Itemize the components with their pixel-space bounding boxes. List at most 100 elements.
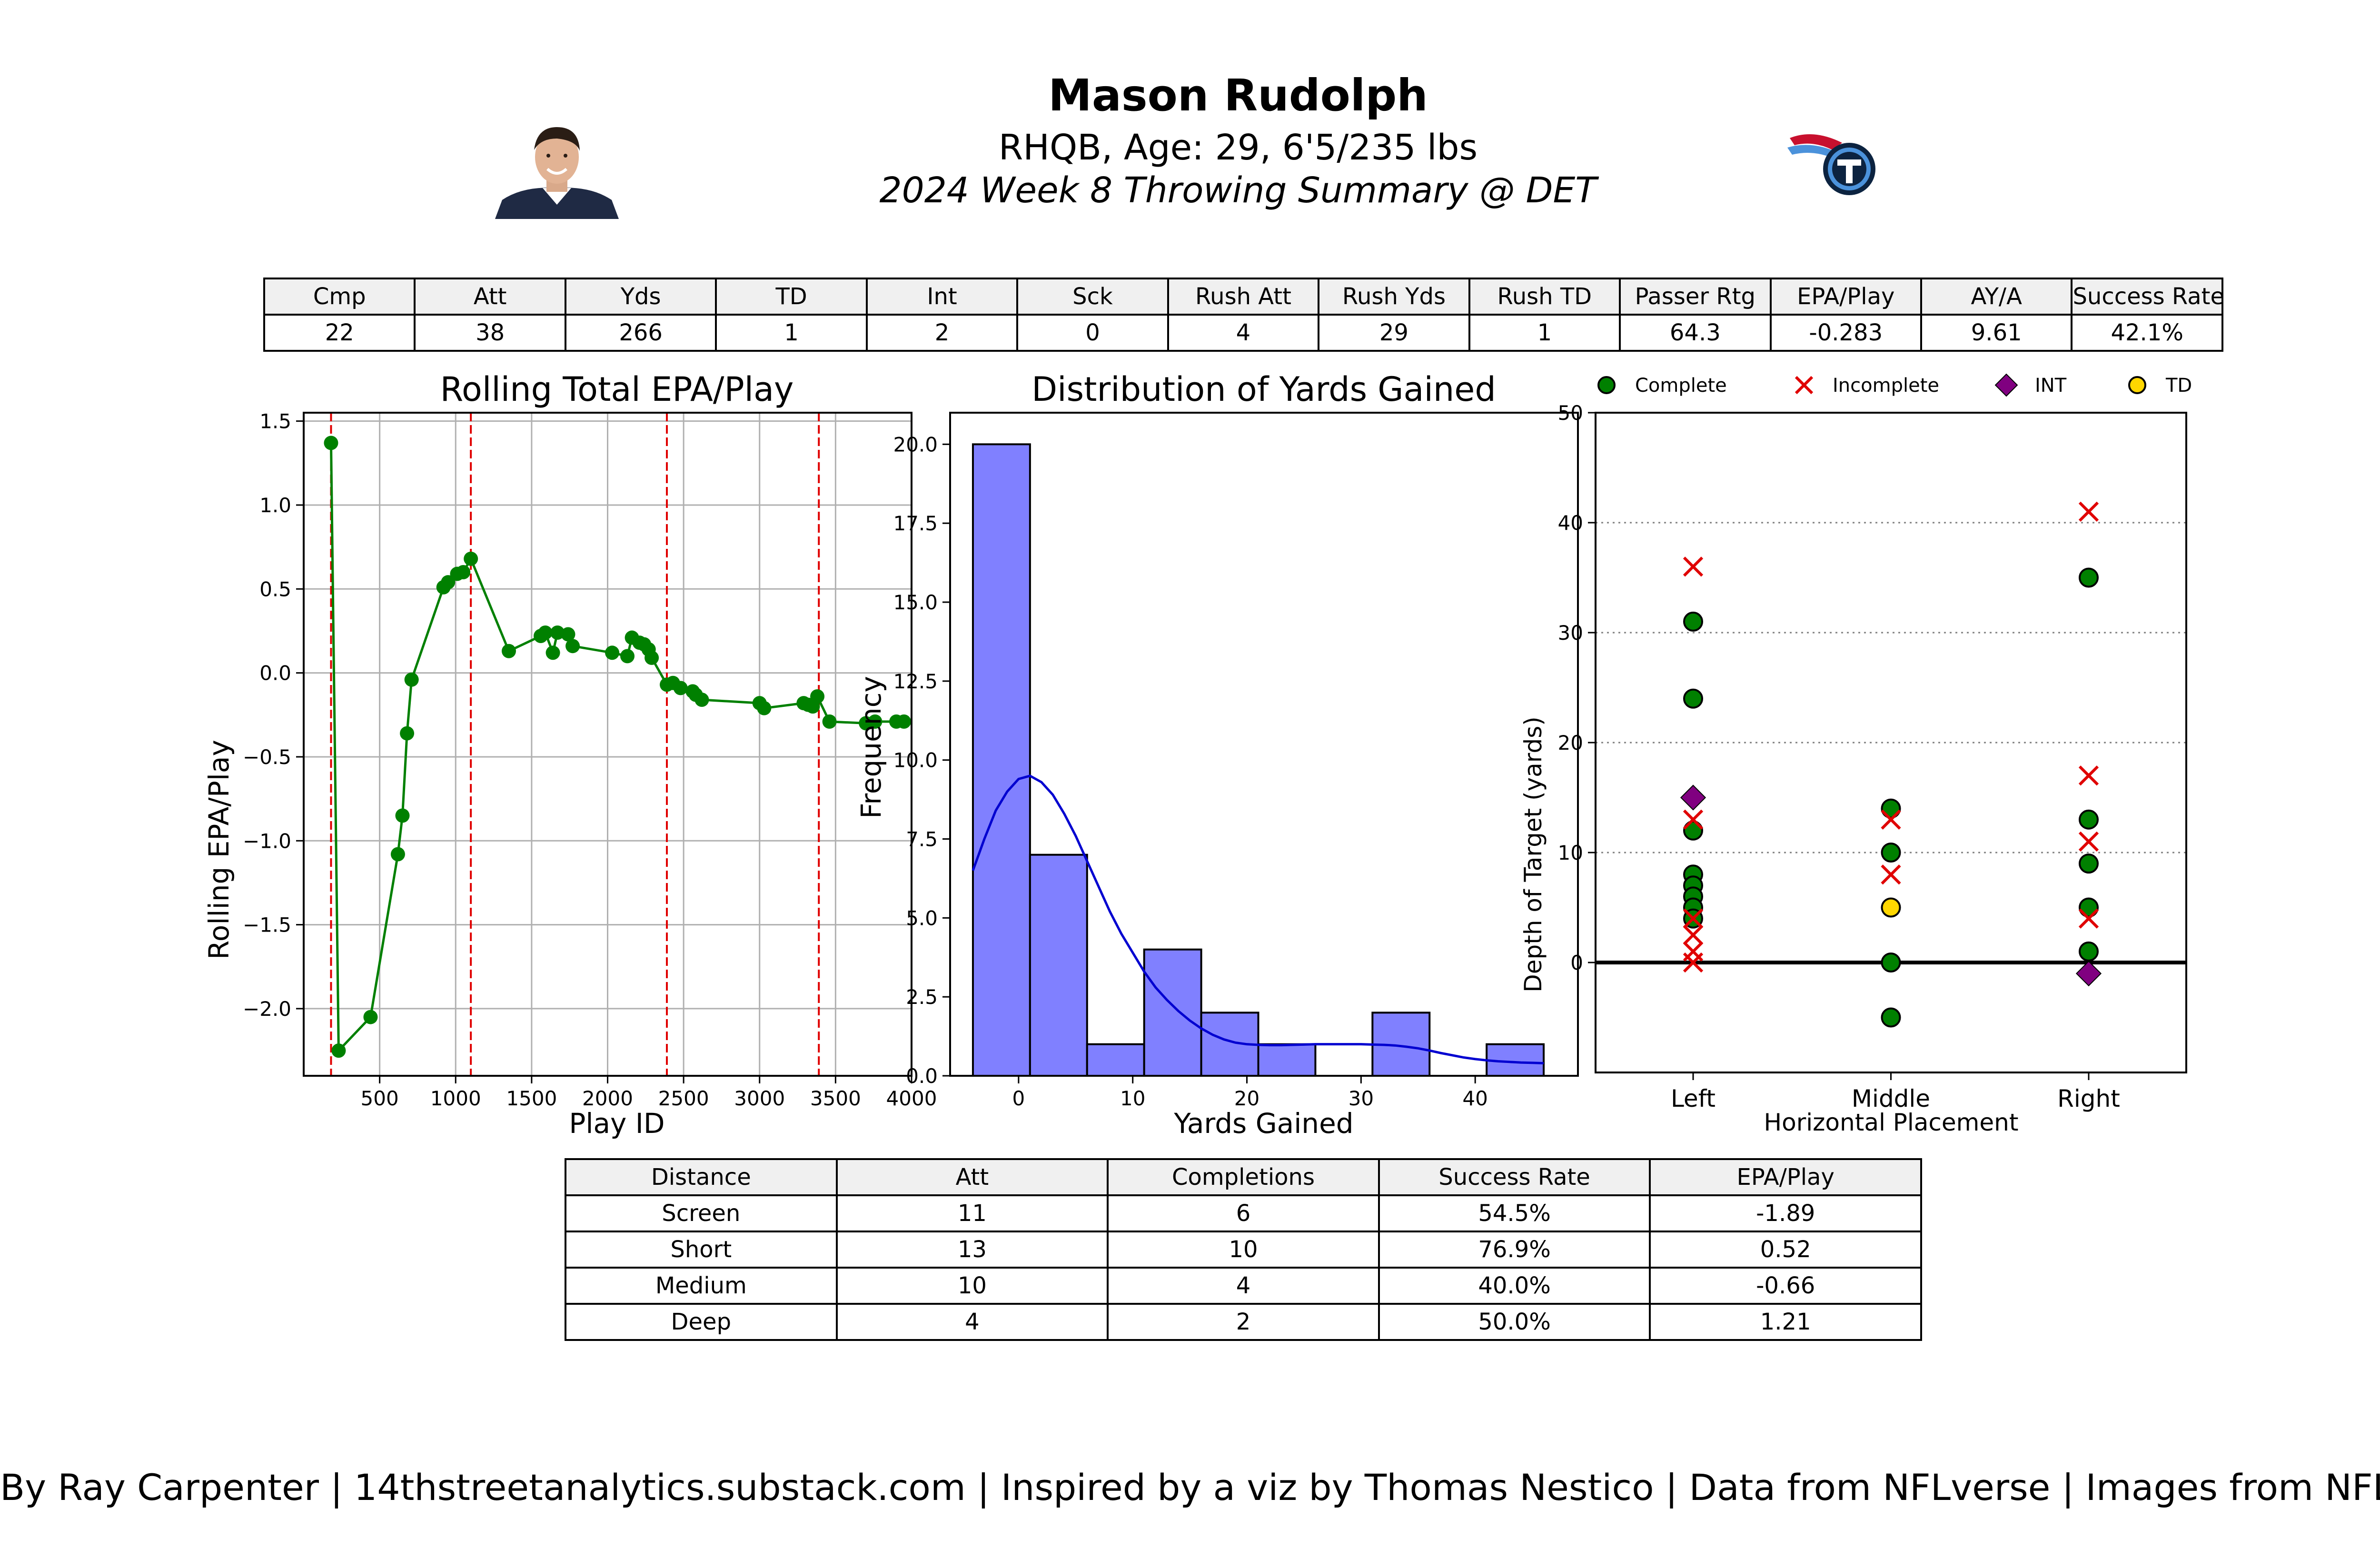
y-tick-label: 20 — [1558, 731, 1583, 754]
table-cell: Deep — [565, 1303, 838, 1341]
data-point — [2078, 908, 2099, 929]
table-cell: 13 — [835, 1231, 1109, 1269]
distance-breakdown-table: Distance Att Completions Success Rate EPA/Pl… — [565, 1158, 1922, 1341]
data-point — [897, 714, 912, 729]
distance-column-header: Att — [835, 1158, 1109, 1196]
x-tick-label: 2500 — [658, 1087, 709, 1110]
data-point — [2079, 941, 2099, 962]
stat-value: 9.61 — [1920, 314, 2073, 352]
stat-value: 64.3 — [1619, 314, 1772, 352]
table-cell: 4 — [835, 1303, 1109, 1341]
footer-credits: By Ray Carpenter | 14thstreetanalytics.s… — [0, 1466, 2380, 1508]
distance-column-header: EPA/Play — [1649, 1158, 1922, 1196]
table-row: Medium 10 4 40.0% -0.66 — [565, 1267, 1922, 1305]
data-point — [2079, 567, 2099, 588]
x-tick-label: Left — [1671, 1085, 1716, 1112]
x-tick-label: 30 — [1349, 1087, 1374, 1110]
x-tick-label: 20 — [1234, 1087, 1259, 1110]
data-point — [620, 649, 635, 664]
data-point — [673, 681, 688, 695]
y-tick-label: 0.5 — [259, 577, 291, 601]
legend-marker — [2128, 376, 2146, 394]
stat-value: 42.1% — [2071, 314, 2223, 352]
y-tick-label: 15.0 — [893, 591, 938, 614]
legend-marker — [1795, 376, 1814, 395]
y-tick-label: 2.5 — [906, 985, 938, 1009]
data-point — [2079, 809, 2099, 830]
data-point — [1680, 784, 1706, 811]
data-point — [1683, 556, 1704, 577]
data-point — [645, 650, 659, 665]
y-axis-label: Frequency — [855, 676, 887, 819]
data-point — [538, 625, 553, 640]
table-row: Screen 11 6 54.5% -1.89 — [565, 1194, 1922, 1232]
table-cell: 6 — [1107, 1194, 1380, 1232]
data-point — [2078, 831, 2099, 852]
data-point — [2078, 765, 2099, 786]
y-tick-label: 1.0 — [259, 494, 291, 517]
data-point — [1683, 809, 1704, 830]
y-tick-label: −2.0 — [243, 997, 291, 1021]
data-point — [404, 672, 419, 687]
table-cell: 1.21 — [1649, 1303, 1922, 1341]
table-cell: 0.52 — [1649, 1231, 1922, 1269]
target-depth-chart: Horizontal Placement Depth of Target (ya… — [1519, 373, 2192, 1136]
stat-value: 2 — [865, 314, 1019, 352]
stat-header: Cmp — [263, 278, 416, 316]
legend-label: Incomplete — [1833, 375, 1939, 397]
data-point — [810, 689, 825, 704]
stat-header: Att — [414, 278, 566, 316]
team-logo-image — [1787, 134, 1875, 195]
stat-header: Success Rate — [2071, 278, 2223, 316]
stat-value: -0.283 — [1769, 314, 1922, 352]
stat-header: Int — [865, 278, 1019, 316]
data-point — [757, 701, 772, 715]
kde-curve — [972, 774, 1544, 1064]
table-row: Deep 4 2 50.0% 1.21 — [565, 1303, 1922, 1341]
data-point — [1881, 1007, 1901, 1028]
y-tick-label: 20.0 — [893, 433, 938, 456]
table-cell: 4 — [1107, 1267, 1380, 1305]
data-point — [1881, 843, 1901, 863]
data-point — [550, 625, 565, 640]
y-tick-label: −0.5 — [243, 745, 291, 769]
stat-value: 0 — [1016, 314, 1169, 352]
x-tick-label: 500 — [361, 1087, 399, 1110]
y-tick-label: 10.0 — [893, 749, 938, 772]
histogram-bar — [1143, 948, 1202, 1077]
x-axis-label: Yards Gained — [1173, 1107, 1353, 1140]
data-point — [2079, 853, 2099, 874]
stat-value: 1 — [715, 314, 868, 352]
stat-header: TD — [715, 278, 868, 316]
data-point — [501, 644, 516, 658]
x-tick-label: Right — [2057, 1085, 2120, 1112]
data-point — [2078, 501, 2099, 522]
distance-column-header: Distance — [565, 1158, 838, 1196]
data-point — [456, 565, 471, 580]
y-tick-label: 10 — [1558, 841, 1583, 864]
data-point — [363, 1010, 378, 1024]
stat-value: 266 — [564, 314, 717, 352]
table-cell: 10 — [1107, 1231, 1380, 1269]
x-tick-label: 3000 — [734, 1087, 785, 1110]
rolling-epa-chart: Rolling Total EPA/Play Play ID Rolling E… — [203, 370, 937, 1140]
stat-value: 4 — [1167, 314, 1320, 352]
y-tick-label: −1.0 — [243, 829, 291, 853]
table-cell: Screen — [565, 1194, 838, 1232]
data-point — [331, 1043, 346, 1058]
data-point — [605, 645, 620, 660]
distance-column-header: Completions — [1107, 1158, 1380, 1196]
data-point — [395, 808, 410, 823]
stat-value: 38 — [414, 314, 566, 352]
x-tick-label: 3500 — [810, 1087, 861, 1110]
stat-header: AY/A — [1920, 278, 2073, 316]
histogram-bar — [1029, 853, 1088, 1077]
data-point — [1683, 908, 1704, 929]
table-cell: Short — [565, 1231, 838, 1269]
chart-title: Rolling Total EPA/Play — [440, 370, 794, 409]
table-cell: Medium — [565, 1267, 838, 1305]
player-bio: RHQB, Age: 29, 6'5/235 lbs — [998, 127, 1478, 168]
y-tick-label: 50 — [1558, 401, 1583, 425]
stat-header: Yds — [564, 278, 717, 316]
histogram-bar — [1257, 1043, 1317, 1077]
